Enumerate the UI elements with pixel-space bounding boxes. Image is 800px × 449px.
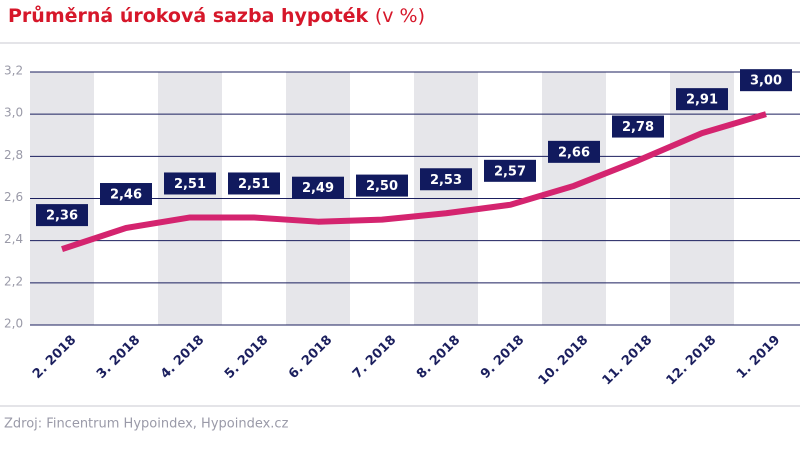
y-tick-label: 3,0 [4, 106, 23, 120]
value-label: 2,91 [686, 93, 718, 108]
x-tick-label: 5. 2018 [222, 333, 271, 382]
source: Zdroj: Fincentrum Hypoindex, Hypoindex.c… [4, 417, 289, 432]
x-tick-label: 9. 2018 [478, 333, 527, 382]
x-tick-label: 6. 2018 [286, 333, 335, 382]
x-tick-label: 4. 2018 [158, 333, 207, 382]
line [61, 111, 767, 252]
x-tick-label: 1. 2019 [734, 333, 783, 382]
value-label-box [100, 183, 152, 206]
x-tick-label: 12. 2018 [664, 333, 720, 389]
x-tick-label: 7. 2018 [350, 333, 399, 382]
y-tick-label: 3,2 [4, 64, 23, 78]
value-label-box [228, 172, 280, 195]
value-label: 2,78 [622, 120, 654, 135]
chart-title: Průměrná úroková sazba hypoték (v %) [8, 4, 425, 27]
value-label: 2,50 [366, 179, 398, 194]
value-label: 3,00 [750, 74, 782, 89]
y-tick-label: 2,4 [4, 232, 23, 246]
y-tick-label: 2,0 [4, 317, 23, 331]
value-label-box [676, 88, 728, 111]
x-tick-label: 11. 2018 [600, 333, 656, 389]
value-label-box [356, 174, 408, 197]
title: Průměrná úroková sazba hypoték [8, 4, 369, 27]
value-label-box [740, 69, 792, 92]
value-label: 2,36 [46, 209, 78, 224]
x-tick-label: 3. 2018 [94, 333, 143, 382]
value-label-box [36, 204, 88, 227]
value-label-box [484, 159, 536, 182]
value-label: 2,57 [494, 164, 526, 179]
value-label: 2,66 [558, 145, 590, 160]
y-tick-label: 2,8 [4, 148, 23, 162]
y-tick-label: 2,2 [4, 274, 23, 288]
value-label-box [548, 140, 600, 163]
value-label: 2,53 [430, 173, 462, 188]
value-label-box [292, 176, 344, 199]
x-tick-label: 2. 2018 [30, 333, 79, 382]
unit: (v %) [375, 5, 425, 27]
x-tick-label: 8. 2018 [414, 333, 463, 382]
value-label-box [420, 168, 472, 191]
value-label: 2,46 [110, 188, 142, 203]
value-label: 2,49 [302, 181, 334, 196]
value-label: 2,51 [174, 177, 206, 192]
x-tick-label: 10. 2018 [536, 333, 592, 389]
value-label-box [612, 115, 664, 138]
y-tick-label: 2,6 [4, 190, 23, 204]
value-label: 2,51 [238, 177, 270, 192]
value-label-box [164, 172, 216, 195]
